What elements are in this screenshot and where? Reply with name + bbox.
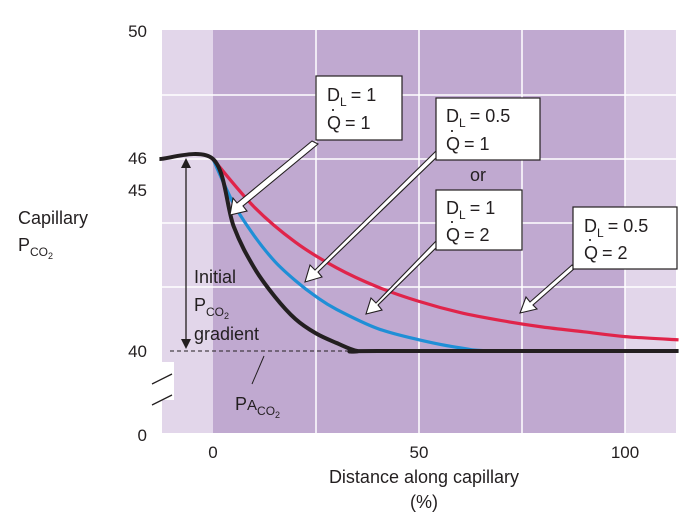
y-tick-50: 50 [128,22,147,41]
callout-arrows [229,140,576,315]
svg-text:·: · [587,229,593,249]
series-layer [159,152,679,354]
svg-text:Q= 2: Q = 2 [446,225,490,245]
svg-text:DL= 0.5: DL = 0.5 [446,106,510,130]
svg-text:·: · [449,211,455,231]
alveolar-pointer [251,355,265,385]
x-tick-0: 0 [208,443,217,462]
arrow-dl1-q1 [229,140,320,216]
x-axis-label: Distance along capillary [329,467,519,487]
y-axis-symbol: PCO2 [18,235,53,261]
callout-dl05-q2: DL = 0.5 Q = 2 · [572,206,678,270]
series-line-dl05_q2 [211,157,679,342]
x-tick-100: 100 [611,443,639,462]
gradient-label-gradient: gradient [194,324,259,344]
y-tick-0: 0 [138,426,147,445]
y-tick-40: 40 [128,342,147,361]
svg-text:·: · [330,99,336,119]
svg-text:DL= 1: DL = 1 [327,85,376,109]
arrow-dl05-q2 [519,264,576,314]
x-tick-50: 50 [410,443,429,462]
alveolar-pco2-label: PACO2 [235,394,280,420]
y-tick-46: 46 [128,149,147,168]
arrow-dl1-q2 [365,238,443,315]
svg-text:Q= 1: Q = 1 [446,134,490,154]
svg-text:·: · [449,120,455,140]
series-line-dl1_q1 [159,152,679,354]
svg-text:Q= 1: Q = 1 [327,113,371,133]
gradient-double-arrow [181,158,191,349]
y-tick-45: 45 [128,181,147,200]
gradient-label-pco2: PCO2 [194,295,229,321]
y-axis-label: Capillary [18,208,88,228]
svg-text:Q= 2: Q = 2 [584,243,628,263]
gradient-label-initial: Initial [194,267,236,287]
svg-text:DL= 1: DL = 1 [446,198,495,222]
callout-dl1-q2: DL = 1 Q = 2 · [435,189,523,251]
y-axis-break [150,362,174,406]
callout-dl05-q1: DL = 0.5 Q = 1 · [435,97,541,161]
svg-text:DL= 0.5: DL = 0.5 [584,216,648,240]
callout-dl1-q1: DL = 1 Q = 1 · [315,75,403,141]
callout-or: or [470,165,486,185]
arrow-dl05-q1 [304,150,441,283]
x-axis-unit: (%) [410,492,438,512]
